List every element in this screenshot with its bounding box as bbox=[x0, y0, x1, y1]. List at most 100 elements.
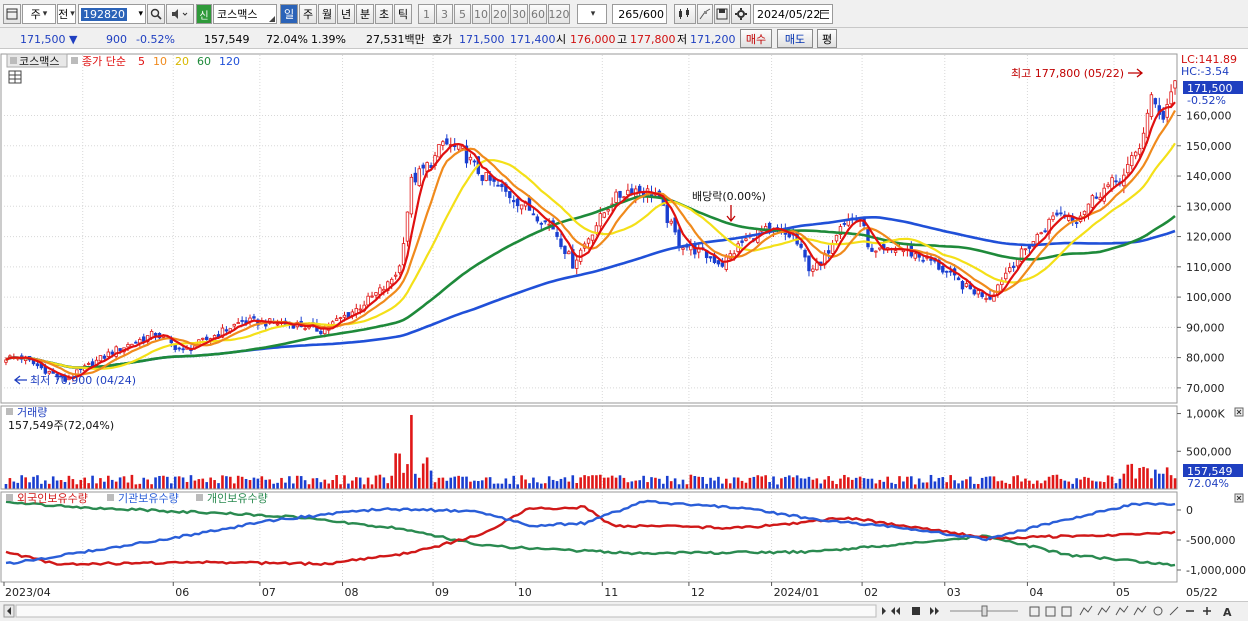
candle-body bbox=[1165, 104, 1169, 118]
layout-icon[interactable] bbox=[3, 4, 21, 24]
font-size-icon[interactable]: A bbox=[1223, 606, 1232, 619]
volume-bar bbox=[780, 478, 783, 489]
price-tick-label: 140,000 bbox=[1186, 170, 1232, 183]
low-annotation: 최저 70,900 (04/24) bbox=[30, 374, 136, 387]
speaker-icon[interactable] bbox=[166, 4, 194, 24]
fib-tool-icon[interactable] bbox=[1133, 605, 1147, 616]
volume-tick-label: 1,000K bbox=[1186, 408, 1225, 421]
data-count-field[interactable]: 265/600 bbox=[612, 4, 667, 24]
rewind-icon[interactable] bbox=[891, 607, 900, 615]
holding-legend-square bbox=[107, 494, 114, 501]
chevron-down-icon[interactable]: ▾ bbox=[138, 9, 143, 19]
date-field[interactable]: 2024/05/22 bbox=[753, 4, 833, 24]
volume-bar bbox=[374, 475, 378, 489]
volume-bar bbox=[1150, 478, 1153, 489]
stop-icon[interactable] bbox=[912, 607, 920, 615]
interval-10-button[interactable]: 10 bbox=[472, 4, 490, 24]
fast-forward-icon[interactable] bbox=[930, 607, 939, 615]
candle-body bbox=[586, 238, 591, 244]
zoom-in-icon[interactable] bbox=[1203, 607, 1211, 615]
interval-custom-select[interactable] bbox=[577, 4, 607, 24]
volume-bar bbox=[685, 484, 689, 489]
interval-5-button[interactable]: 5 bbox=[454, 4, 471, 24]
view-icon-1[interactable] bbox=[1029, 606, 1040, 617]
volume-bar bbox=[492, 483, 496, 489]
period-6-button[interactable]: 틱 bbox=[394, 4, 412, 24]
stock-name-field[interactable]: 코스맥스 bbox=[213, 4, 277, 24]
eval-button[interactable]: 평 bbox=[817, 29, 837, 48]
stock-code-input[interactable]: 192820 ▾ bbox=[78, 4, 146, 24]
volume-bar bbox=[205, 482, 209, 489]
volume-bar bbox=[32, 476, 35, 489]
candle-body bbox=[205, 336, 209, 340]
interval-120-button[interactable]: 120 bbox=[548, 4, 570, 24]
volume-bar bbox=[725, 478, 728, 489]
save-icon[interactable] bbox=[714, 4, 730, 24]
dividend-arrow-icon bbox=[726, 205, 736, 223]
period-0-button[interactable]: 일 bbox=[280, 4, 298, 24]
period-3-button[interactable]: 년 bbox=[337, 4, 355, 24]
period-1-button[interactable]: 주 bbox=[299, 4, 317, 24]
prev-button[interactable]: 전 bbox=[57, 4, 76, 24]
volume-bar bbox=[1008, 483, 1012, 489]
interval-20-button[interactable]: 20 bbox=[491, 4, 509, 24]
circle-tool-icon[interactable] bbox=[1153, 606, 1163, 616]
volume-bar bbox=[614, 477, 618, 489]
view-icon-2[interactable] bbox=[1045, 606, 1056, 617]
volume-bar bbox=[414, 473, 417, 489]
candle-body bbox=[539, 222, 543, 225]
volume-bar bbox=[260, 476, 264, 489]
volume-bar bbox=[1114, 483, 1118, 489]
stock-chart[interactable]: 160,000 150,000 140,000 130,000 120,000 110,0… bbox=[0, 50, 1248, 601]
volume-bar bbox=[847, 477, 850, 489]
period-unit-select[interactable]: 주 bbox=[22, 4, 56, 24]
volume-bar bbox=[347, 483, 350, 489]
zoom-slider-handle[interactable] bbox=[981, 605, 988, 617]
settings-icon[interactable] bbox=[731, 4, 751, 24]
legend-ma-5: 5 bbox=[138, 55, 145, 68]
scroll-track[interactable] bbox=[15, 604, 877, 618]
candle-body bbox=[618, 190, 622, 198]
buy-label: 매수 bbox=[745, 32, 767, 46]
period-2-button[interactable]: 월 bbox=[318, 4, 336, 24]
volume-bar bbox=[539, 483, 543, 489]
play-icon[interactable] bbox=[882, 607, 886, 615]
period-5-button[interactable]: 초 bbox=[375, 4, 393, 24]
line-tool-icon[interactable] bbox=[1079, 605, 1093, 616]
volume-bar bbox=[1000, 480, 1004, 489]
interval-1-button[interactable]: 1 bbox=[418, 4, 435, 24]
period-4-button[interactable]: 분 bbox=[356, 4, 374, 24]
volume-bar bbox=[1067, 481, 1071, 489]
volume-bar bbox=[221, 475, 224, 489]
pen-tool-icon[interactable] bbox=[1169, 606, 1179, 616]
candle-body bbox=[960, 281, 965, 290]
price-value: 171,500 bbox=[20, 33, 66, 46]
candle-body bbox=[236, 322, 240, 324]
volume-bar bbox=[646, 482, 649, 489]
view-icon-3[interactable] bbox=[1061, 606, 1072, 617]
interval-30-button[interactable]: 30 bbox=[510, 4, 528, 24]
interval-60-button[interactable]: 60 bbox=[529, 4, 547, 24]
candle-body bbox=[417, 168, 421, 186]
eval-label: 평 bbox=[821, 32, 833, 46]
tool-icon[interactable] bbox=[697, 4, 713, 24]
calendar-icon[interactable] bbox=[820, 9, 829, 19]
search-icon[interactable] bbox=[147, 4, 165, 24]
volume-bar bbox=[551, 479, 555, 489]
volume-bar bbox=[1079, 479, 1082, 489]
candle-body bbox=[102, 355, 107, 359]
interval-3-button[interactable]: 3 bbox=[436, 4, 453, 24]
price-tick-label: 100,000 bbox=[1186, 291, 1232, 304]
candle-body bbox=[35, 363, 40, 367]
sell-button[interactable]: 매도 bbox=[777, 29, 813, 48]
volume-current-box bbox=[1183, 464, 1243, 477]
volume-bar bbox=[417, 477, 421, 489]
lc-label: LC:141.89 bbox=[1181, 53, 1237, 66]
candle-type-icon[interactable] bbox=[674, 4, 696, 24]
volume-bar bbox=[83, 477, 86, 489]
trend-tool-icon[interactable] bbox=[1097, 605, 1111, 616]
buy-button[interactable]: 매수 bbox=[740, 29, 772, 48]
scroll-controls: A bbox=[3, 604, 1232, 619]
pattern-tool-icon[interactable] bbox=[1115, 605, 1129, 616]
volume-bar bbox=[91, 475, 94, 489]
